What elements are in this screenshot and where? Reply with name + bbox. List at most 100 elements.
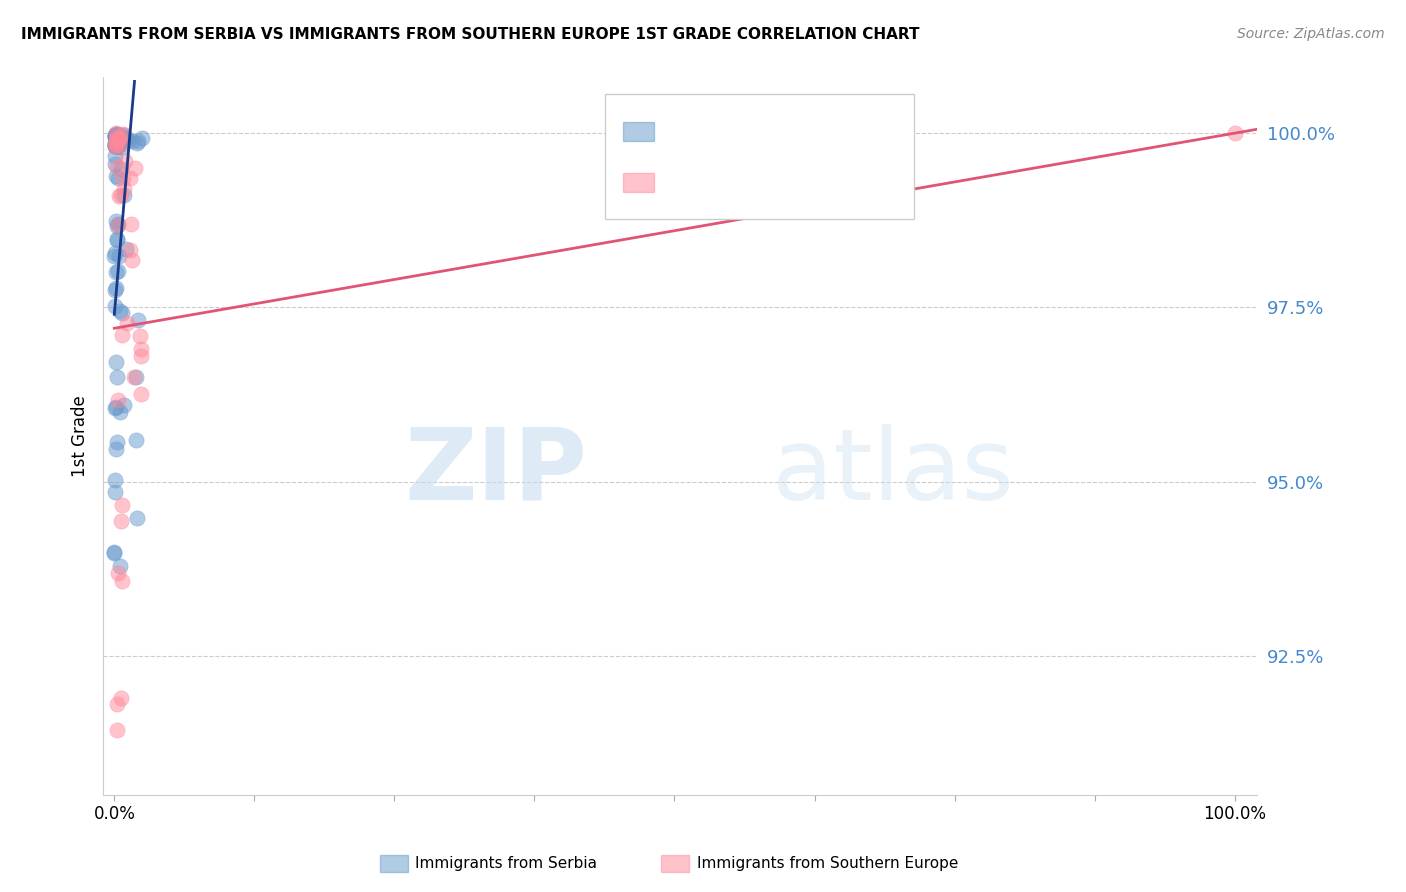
Point <box>104 473 127 487</box>
Point <box>107 370 129 384</box>
Point <box>105 697 128 711</box>
Point <box>104 128 127 142</box>
Point <box>110 128 132 143</box>
Point <box>108 133 131 147</box>
Text: 0.352: 0.352 <box>703 121 755 139</box>
Point <box>105 131 128 145</box>
Point <box>111 328 134 343</box>
Text: Immigrants from Serbia: Immigrants from Serbia <box>415 856 596 871</box>
Text: 79: 79 <box>801 121 825 139</box>
Point <box>105 232 128 246</box>
Point <box>104 129 127 144</box>
Point <box>118 170 141 185</box>
Point <box>111 127 134 141</box>
Point <box>120 217 142 231</box>
Point <box>104 128 127 143</box>
Point <box>110 162 132 177</box>
Text: Source: ZipAtlas.com: Source: ZipAtlas.com <box>1237 27 1385 41</box>
Point <box>103 546 125 560</box>
Point <box>127 136 149 150</box>
Point <box>105 129 128 144</box>
Point <box>105 234 128 248</box>
Point <box>107 566 129 580</box>
Point <box>105 139 128 153</box>
Point <box>105 128 128 142</box>
Text: 38: 38 <box>801 173 824 191</box>
Point <box>108 133 131 147</box>
Point <box>105 214 128 228</box>
Text: R =: R = <box>661 173 697 191</box>
Text: R =: R = <box>661 121 697 139</box>
Point <box>108 558 131 573</box>
Point <box>105 281 128 295</box>
Point <box>107 249 129 263</box>
Point <box>115 242 138 256</box>
Point <box>105 139 128 153</box>
Point <box>108 404 131 418</box>
Point <box>125 433 148 447</box>
Point <box>105 136 128 150</box>
Point <box>112 187 135 202</box>
Point <box>107 392 129 407</box>
Point <box>105 442 128 456</box>
Point <box>107 171 129 186</box>
Y-axis label: 1st Grade: 1st Grade <box>72 395 89 477</box>
Point <box>114 131 136 145</box>
Point <box>120 243 142 257</box>
Point <box>114 154 136 169</box>
Point <box>104 149 127 163</box>
Point <box>108 304 131 318</box>
Point <box>121 134 143 148</box>
Point <box>110 187 132 202</box>
Point <box>107 138 129 153</box>
Point <box>1223 126 1246 140</box>
Point <box>108 129 131 144</box>
Point <box>108 130 131 145</box>
Point <box>122 369 145 384</box>
Point <box>107 219 129 233</box>
Point <box>104 138 127 153</box>
Point <box>104 400 127 414</box>
Text: N =: N = <box>759 173 796 191</box>
Point <box>105 130 128 145</box>
Text: Immigrants from Southern Europe: Immigrants from Southern Europe <box>697 856 959 871</box>
Point <box>104 137 127 152</box>
Point <box>105 131 128 145</box>
Point <box>103 249 125 263</box>
Point <box>129 387 152 401</box>
Point <box>104 401 127 415</box>
Point <box>117 133 139 147</box>
Point <box>104 139 127 153</box>
Point <box>127 313 149 327</box>
Point <box>115 316 138 330</box>
Point <box>129 349 152 363</box>
Point <box>105 169 128 184</box>
Point <box>111 305 134 319</box>
Point <box>111 574 134 588</box>
Point <box>103 485 125 500</box>
Point <box>103 137 125 152</box>
Point <box>105 723 128 738</box>
Point <box>104 126 127 140</box>
Point <box>108 132 131 146</box>
Point <box>104 265 127 279</box>
Point <box>108 138 131 153</box>
Point <box>127 134 149 148</box>
Point <box>127 511 149 525</box>
Point <box>104 299 127 313</box>
Point <box>112 181 135 195</box>
Point <box>121 253 143 268</box>
Point <box>129 342 152 356</box>
Point <box>104 136 127 151</box>
Point <box>104 128 127 142</box>
Point <box>107 135 129 149</box>
Point <box>110 137 132 152</box>
Point <box>108 136 131 150</box>
Point <box>111 170 134 185</box>
Point <box>107 132 129 146</box>
Point <box>104 136 127 150</box>
Point <box>107 264 129 278</box>
Point <box>107 188 129 202</box>
Point <box>110 514 132 528</box>
Point <box>104 130 127 145</box>
